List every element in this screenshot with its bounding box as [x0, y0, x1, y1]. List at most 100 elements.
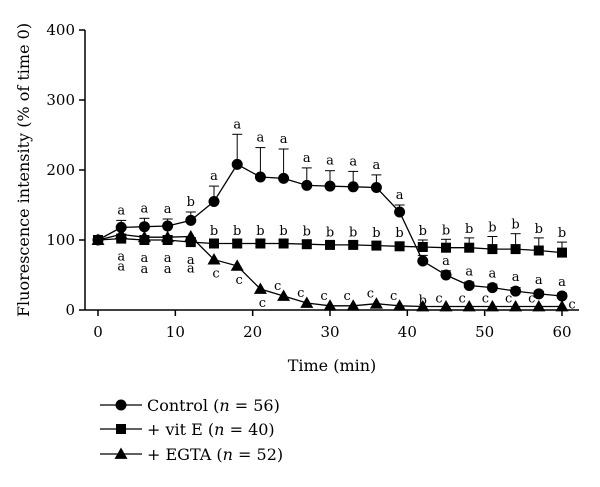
egta-data-point — [462, 300, 476, 312]
control-significance-label: a — [373, 158, 381, 173]
vite-data-point — [533, 245, 544, 256]
control-data-point — [347, 181, 359, 193]
vite-significance-label: b — [303, 225, 311, 240]
egta-data-point — [439, 300, 453, 312]
vite-significance-label: b — [558, 226, 566, 241]
egta-data-point — [161, 230, 175, 243]
legend-label-control: Control (n = 56) — [147, 396, 280, 415]
egta-significance-label: c — [435, 292, 442, 307]
vite-significance-label: b — [488, 221, 496, 236]
x-tick-label: 0 — [93, 323, 103, 341]
vite-data-point — [301, 239, 312, 250]
egta-significance-label: c — [505, 292, 512, 307]
control-data-point — [324, 180, 336, 192]
control-significance-label: a — [141, 201, 149, 216]
x-tick-label: 40 — [398, 323, 417, 341]
egta-significance-label: c — [212, 267, 219, 282]
egta-significance-label: c — [236, 273, 243, 288]
control-significance-label: a — [349, 154, 357, 169]
egta-data-point — [114, 227, 128, 240]
control-significance-label: a — [117, 203, 125, 218]
vite-data-point — [255, 238, 266, 249]
vite-data-point — [464, 242, 475, 253]
control-data-point — [394, 206, 406, 218]
control-significance-label: a — [303, 151, 311, 166]
x-axis-title: Time (min) — [288, 356, 377, 375]
egta-data-point — [91, 233, 105, 245]
control-data-point — [185, 214, 197, 226]
egta-significance-label: c — [297, 286, 304, 301]
y-tick-label: 100 — [46, 231, 75, 249]
control-significance-label: a — [396, 188, 404, 203]
vite-significance-label: a — [187, 253, 195, 268]
egta-data-point — [300, 296, 314, 308]
control-data-point — [370, 182, 382, 193]
control-significance-label: a — [489, 267, 497, 282]
egta-significance-label: a — [141, 262, 149, 277]
control-significance-label: a — [233, 117, 241, 132]
vite-significance-label: b — [233, 224, 241, 239]
vite-data-point — [394, 241, 405, 252]
egta-significance-label: c — [568, 298, 575, 313]
x-tick-label: 30 — [320, 323, 339, 341]
egta-significance-label: c — [274, 279, 281, 294]
ticks: 0 100 200 300 400 0 10 20 30 40 50 60 — [46, 21, 571, 341]
control-data-point — [533, 288, 545, 300]
egta-data-point — [416, 300, 430, 312]
egta-data-point — [277, 289, 291, 301]
control-significance-label: a — [280, 132, 288, 147]
control-significance-label: b — [187, 195, 195, 210]
control-data-point — [486, 282, 498, 294]
control-data-point — [138, 221, 150, 233]
egta-data-point — [323, 299, 337, 311]
vite-data-point — [487, 244, 498, 255]
vite-significance-label: b — [465, 222, 473, 237]
vite-data-point — [232, 238, 243, 249]
control-significance-label: a — [465, 265, 473, 280]
vite-significance-label: b — [326, 225, 334, 240]
egta-significance-label: c — [344, 289, 351, 304]
control-significance-label: a — [558, 275, 566, 290]
vite-significance-label: b — [535, 222, 543, 237]
vite-significance-label: b — [395, 226, 403, 241]
egta-data-point — [509, 300, 523, 312]
egta-significance-label: b — [419, 294, 427, 309]
egta-significance-label: a — [187, 262, 195, 277]
egta-significance-label: c — [459, 292, 466, 307]
y-tick-label: 300 — [46, 91, 75, 109]
control-data-point — [254, 171, 266, 183]
egta-data-point — [532, 300, 546, 312]
egta-significance-label: c — [367, 287, 374, 302]
vite-significance-label: b — [442, 223, 450, 238]
vite-significance-label: b — [372, 226, 380, 241]
egta-data-point — [555, 300, 569, 312]
egta-data-point — [184, 230, 198, 242]
vite-significance-label: a — [164, 251, 172, 266]
vite-significance-label: b — [511, 218, 519, 233]
series-markers — [91, 158, 569, 312]
legend-label-vite: + vit E (n = 40) — [147, 420, 275, 439]
legend-label-egta: + EGTA (n = 52) — [147, 445, 283, 464]
x-tick-label: 60 — [552, 323, 571, 341]
egta-significance-label: c — [482, 292, 489, 307]
vite-significance-label: b — [210, 224, 218, 239]
vite-significance-label: a — [141, 251, 149, 266]
control-significance-label: a — [419, 240, 427, 255]
vite-data-point — [510, 244, 521, 255]
vite-data-point — [441, 242, 451, 253]
egta-significance-label: a — [117, 259, 125, 274]
vite-data-point — [348, 239, 359, 250]
egta-significance-label: a — [164, 262, 172, 277]
control-significance-label: a — [326, 154, 334, 169]
control-significance-label: a — [210, 169, 218, 184]
legend-marker-egta — [114, 447, 128, 459]
control-significance-label: a — [164, 202, 172, 217]
egta-data-point — [253, 282, 267, 294]
control-significance-label: a — [535, 273, 543, 288]
egta-data-point — [137, 230, 151, 243]
control-data-point — [115, 221, 127, 233]
y-tick-label: 400 — [46, 21, 75, 39]
control-data-point — [510, 285, 522, 297]
